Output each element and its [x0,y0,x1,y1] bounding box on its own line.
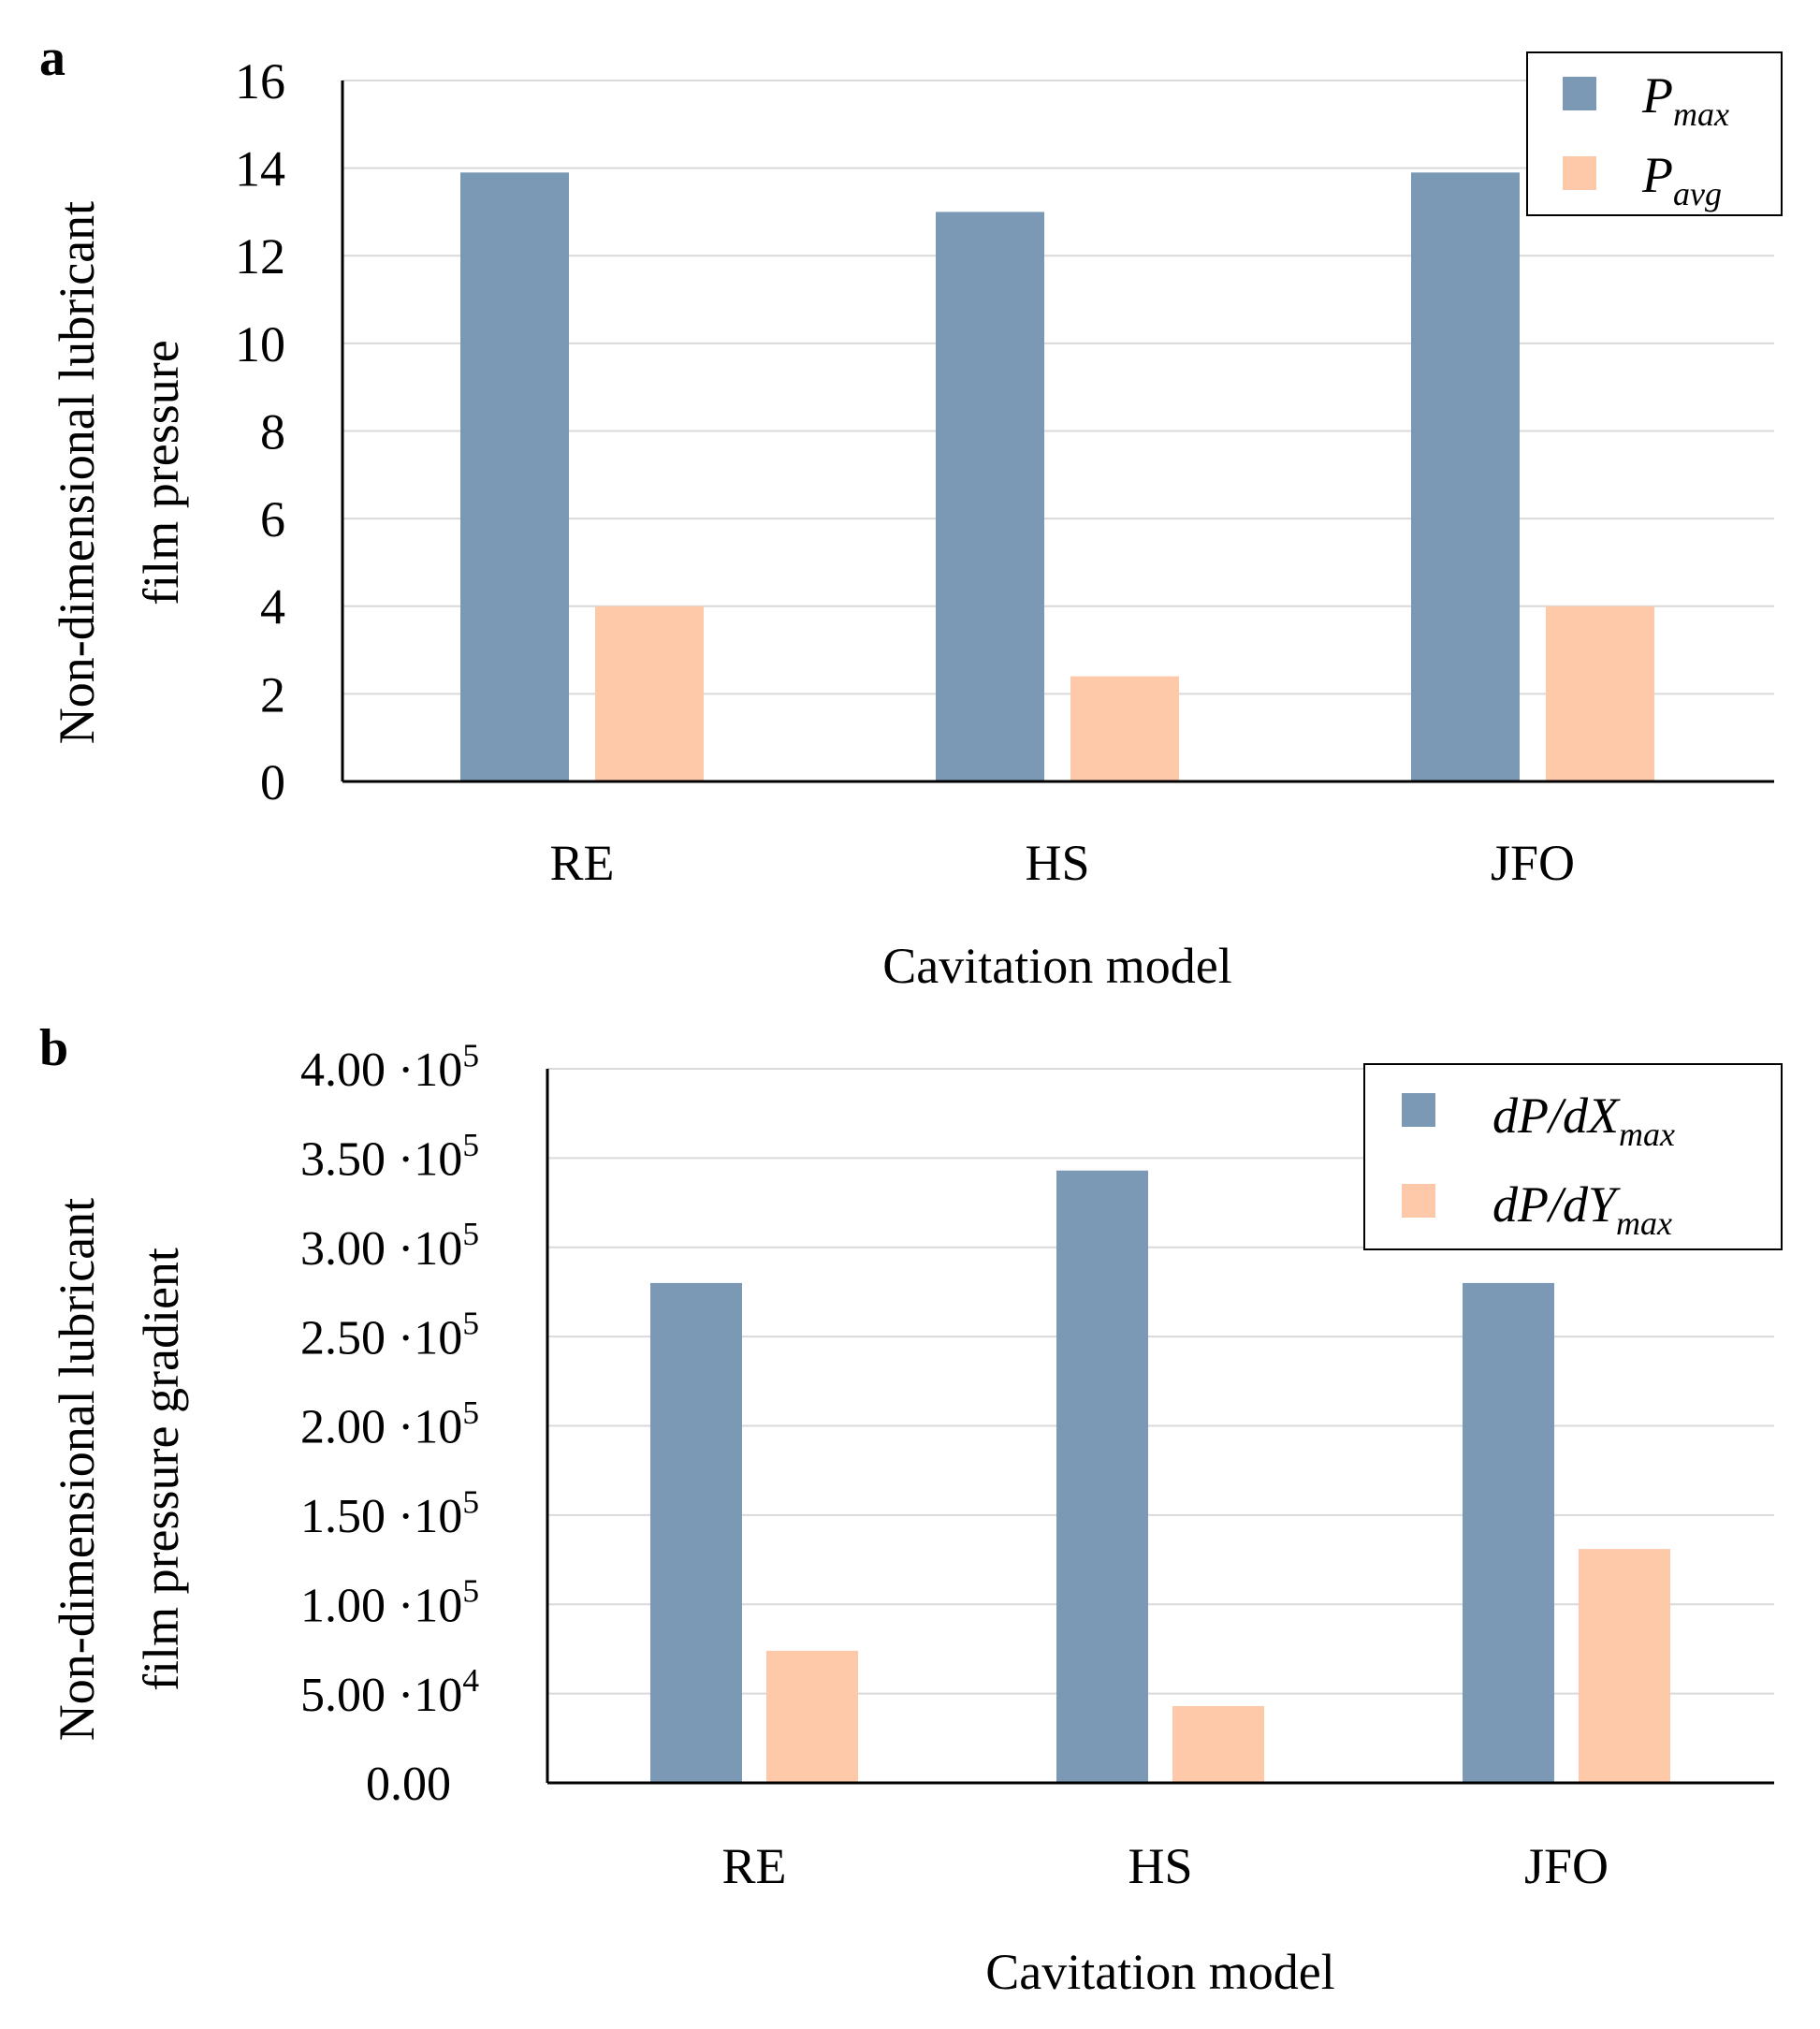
panel-b-bar-re-s1 [650,1282,742,1783]
panel-a-bar-jfo-s1 [1411,172,1520,781]
panel-b-y-tick-label: 3.00 ·105 [300,1215,479,1276]
panel-b-x-axis-label: Cavitation model [985,1944,1334,2000]
panel-b-bar-re-s2 [766,1650,858,1783]
panel-b-bar-jfo-s2 [1579,1549,1670,1783]
panel-b-legend-swatch-dpdx [1402,1093,1435,1127]
panel-a-y-tick-label: 4 [260,579,285,635]
panel-b-x-tick-label-re: RE [721,1838,786,1894]
panel-a-legend-swatch-pavg [1563,156,1596,190]
panel-b-axes [546,1069,1774,1785]
panel-b-letter: b [39,1019,68,1077]
panel-a-y-tick-labels: 0 2 4 6 8 10 12 14 16 [235,53,285,810]
panel-a-y-axis-label-line1: Non-dimensional lubricant [49,201,105,744]
panel-a-y-tick-label: 16 [235,53,285,109]
panel-b-y-axis-label-line1: Non-dimensional lubricant [49,1198,105,1741]
panel-a-bar-re-s2 [595,606,704,781]
panel-a-bar-hs-s2 [1070,676,1179,781]
panel-b-bar-hs-s1 [1056,1170,1148,1783]
panel-a-y-tick-label: 8 [260,403,285,460]
panel-a-letter: a [39,29,66,87]
panel-b-y-tick-label: 1.50 ·105 [300,1482,479,1543]
panel-b-y-tick-label: 1.00 ·105 [300,1572,479,1633]
panel-b-bar-hs-s2 [1172,1705,1264,1783]
panel-a-legend-swatch-pmax [1563,77,1596,110]
panel-a-bars [460,172,1654,781]
panel-b-bars [650,1170,1670,1783]
panel-a-y-tick-label: 6 [260,491,285,547]
panel-a-x-tick-labels: RE HS JFO [549,835,1575,891]
panel-a-y-axis-label-line2: film pressure [133,340,189,605]
panel-a-x-axis-label: Cavitation model [882,938,1231,994]
panel-a-y-tick-label: 14 [235,141,285,197]
panel-a-y-tick-label: 2 [260,666,285,723]
panel-a-bar-jfo-s2 [1546,606,1654,781]
panel-a-legend-label-pavg: Pavg [1641,147,1722,212]
panel-b-y-tick-label: 2.00 ·105 [300,1394,479,1454]
panel-a-legend: Pmax Pavg [1526,51,1783,216]
panel-a-y-tick-label: 0 [260,754,285,810]
panel-a-axes [341,80,1774,783]
panel-b-y-tick-label: 0.00 [366,1758,451,1811]
panel-b-y-tick-labels: 0.00 5.00 ·104 1.00 ·105 1.50 ·105 2.00 ·105… [300,1036,479,1811]
panel-b-legend: dP/dXmax dP/dYmax [1363,1063,1783,1250]
panel-a-y-tick-label: 12 [235,228,285,285]
panel-a-x-tick-label-jfo: JFO [1491,835,1575,891]
panel-b-legend-label-dpdy: dP/dYmax [1492,1176,1672,1242]
chart-panel-b: b 0.00 5.00 ·104 1.00 ·105 1.50 ·105 2.00 ·1… [39,1019,1783,2000]
panel-b-x-tick-labels: RE HS JFO [721,1838,1609,1894]
panel-b-y-tick-label: 5.00 ·104 [300,1661,479,1722]
panel-b-x-tick-label-jfo: JFO [1524,1838,1609,1894]
panel-a-x-tick-label-hs: HS [1025,835,1089,891]
panel-b-y-tick-label: 4.00 ·105 [300,1036,479,1097]
panel-a-bar-hs-s1 [936,212,1044,781]
panel-b-bar-jfo-s1 [1463,1282,1554,1783]
panel-a-y-tick-label: 10 [235,316,285,372]
panel-a-bar-re-s1 [460,172,569,781]
panel-b-x-tick-label-hs: HS [1128,1838,1192,1894]
panel-a-x-tick-label-re: RE [549,835,614,891]
panel-a-legend-label-pmax: Pmax [1641,67,1729,133]
panel-a-gridlines [342,80,1774,695]
panel-b-y-tick-label: 2.50 ·105 [300,1305,479,1365]
panel-b-y-tick-label: 3.50 ·105 [300,1126,479,1187]
chart-panel-a: a 0 2 4 6 8 10 12 14 16 RE HS JFO Non-dimensional … [39,29,1783,994]
panel-b-legend-swatch-dpdy [1402,1184,1435,1218]
panel-b-y-axis-label-line2: film pressure gradient [133,1248,189,1691]
panel-b-legend-label-dpdx: dP/dXmax [1492,1087,1675,1153]
